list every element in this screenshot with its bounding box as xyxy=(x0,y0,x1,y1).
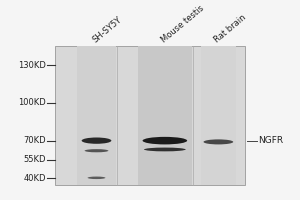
Text: 55KD: 55KD xyxy=(23,155,46,164)
FancyBboxPatch shape xyxy=(138,46,192,185)
FancyBboxPatch shape xyxy=(77,46,116,185)
Ellipse shape xyxy=(142,137,187,144)
Text: Rat brain: Rat brain xyxy=(213,13,248,44)
Text: Mouse testis: Mouse testis xyxy=(159,4,206,44)
Ellipse shape xyxy=(88,177,105,179)
Ellipse shape xyxy=(85,149,108,152)
Ellipse shape xyxy=(144,148,186,151)
Ellipse shape xyxy=(82,137,111,144)
Text: 70KD: 70KD xyxy=(23,136,46,145)
FancyBboxPatch shape xyxy=(200,46,236,185)
Text: 100KD: 100KD xyxy=(18,98,46,107)
Text: 130KD: 130KD xyxy=(18,61,46,70)
FancyBboxPatch shape xyxy=(55,46,245,185)
Text: SH-SY5Y: SH-SY5Y xyxy=(91,15,123,44)
Text: NGFR: NGFR xyxy=(259,136,284,145)
Text: 40KD: 40KD xyxy=(23,174,46,183)
Ellipse shape xyxy=(203,139,233,144)
